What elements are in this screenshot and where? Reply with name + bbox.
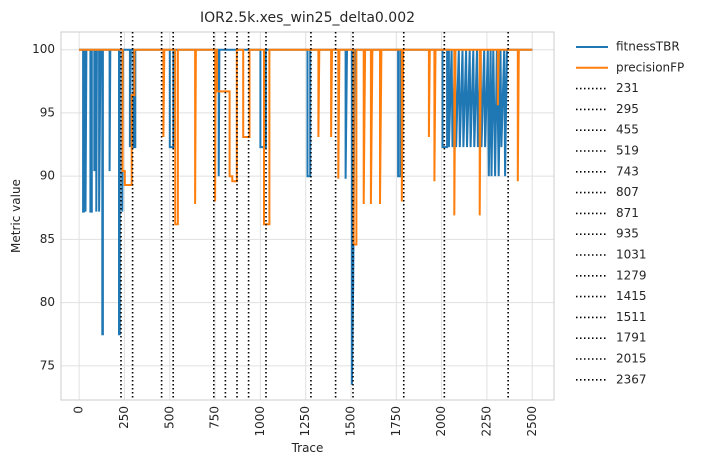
legend-label: 743	[616, 164, 639, 178]
y-axis-label: Metric value	[9, 179, 23, 253]
legend: fitnessTBR precisionFP 231 295 455 519 743 807 8…	[576, 40, 684, 386]
x-tick-label: 1000	[253, 406, 267, 437]
legend-label: 2367	[616, 372, 647, 386]
y-tick-label: 85	[40, 232, 55, 246]
plot-frame	[60, 31, 555, 401]
x-tick-label: 1750	[389, 406, 403, 437]
legend-label: 1791	[616, 331, 647, 345]
legend-label: 295	[616, 102, 639, 116]
x-tick-label: 1250	[298, 406, 312, 437]
x-tick-label: 2000	[434, 406, 448, 437]
y-tick-label: 75	[40, 358, 55, 372]
y-tick-label: 80	[40, 295, 55, 309]
y-tick-label: 90	[40, 169, 55, 183]
x-tick-label: 2250	[479, 406, 493, 437]
legend-label: 871	[616, 206, 639, 220]
y-tick-label: 95	[40, 105, 55, 119]
legend-label: 1511	[616, 310, 647, 324]
legend-label: 935	[616, 227, 639, 241]
x-tick-label: 250	[117, 406, 131, 429]
series-layer	[79, 48, 533, 385]
x-axis-label: Trace	[291, 441, 324, 455]
tick-labels: 0 250 500 750 1000 1250 1500 1750 2000 2250 2500 75…	[32, 42, 539, 436]
series-precisionFP	[79, 48, 533, 246]
legend-label: 1415	[616, 289, 647, 303]
x-tick-label: 750	[208, 406, 222, 429]
legend-label: 1031	[616, 248, 647, 262]
x-tick-label: 1500	[344, 406, 358, 437]
legend-label: 455	[616, 123, 639, 137]
legend-label: precisionFP	[616, 60, 684, 74]
legend-label: 231	[616, 81, 639, 95]
legend-label: 1279	[616, 268, 647, 282]
x-tick-label: 0	[72, 406, 86, 414]
y-tick-label: 100	[32, 42, 55, 56]
x-tick-label: 2500	[525, 406, 539, 437]
legend-label: fitnessTBR	[616, 40, 680, 54]
x-tick-label: 500	[162, 406, 176, 429]
legend-label: 807	[616, 185, 639, 199]
vline-layer	[120, 32, 509, 400]
legend-label: 2015	[616, 352, 647, 366]
legend-label: 519	[616, 144, 639, 158]
chart-title: IOR2.5k.xes_win25_delta0.002	[200, 10, 415, 26]
